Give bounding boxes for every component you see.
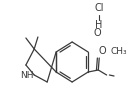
Text: H: H	[95, 20, 103, 30]
Text: O: O	[93, 28, 101, 38]
Text: NH: NH	[20, 71, 34, 81]
Text: CH₃: CH₃	[110, 46, 127, 55]
Text: Cl: Cl	[94, 3, 104, 13]
Text: O: O	[99, 46, 106, 56]
